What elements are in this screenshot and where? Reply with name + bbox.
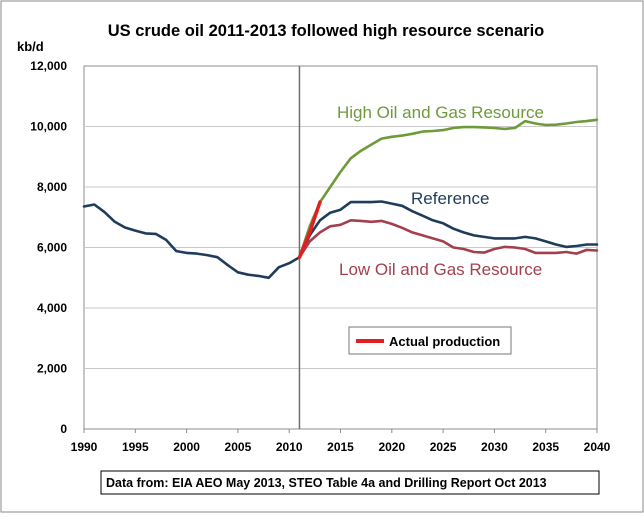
y-tick-label: 0 [60,422,67,436]
y-tick-label: 8,000 [37,180,67,194]
series-label-low: Low Oil and Gas Resource [339,260,542,279]
x-tick-label: 2005 [225,440,252,454]
source-box [100,470,600,495]
series-line-reference [298,200,599,259]
series-line-actual-production [297,200,322,259]
series-label-reference: Reference [411,189,489,208]
x-tick-labels: 1990 1995 2000 2005 2010 2015 2020 2025 2030 2035… [71,429,611,454]
chart-title: US crude oil 2011-2013 followed high res… [108,22,545,40]
y-tick-label: 2,000 [37,362,67,376]
x-tick-label: 1995 [122,440,149,454]
source-text: Data from: EIA AEO May 2013, STEO Table … [106,476,547,490]
series-line-high-oil-and-gas-resource [298,118,599,259]
x-tick-label: 2015 [327,440,354,454]
gridlines [84,126,597,369]
y-tick-label: 12,000 [30,59,67,73]
x-tick-label: 2020 [378,440,405,454]
y-axis-label: kb/d [17,39,44,54]
x-tick-label: 2010 [276,440,303,454]
series-lines [82,118,599,280]
y-tick-label: 4,000 [37,301,67,315]
x-tick-label: 2035 [532,440,559,454]
y-tick-labels: 0 2,000 4,000 6,000 8,000 10,000 12,000 [30,59,67,436]
y-tick-label: 10,000 [30,120,67,134]
x-tick-label: 2000 [173,440,200,454]
x-tick-label: 2030 [481,440,508,454]
source-note: Data from: EIA AEO May 2013, STEO Table … [100,470,600,495]
y-tick-label: 6,000 [37,241,67,255]
legend-label-actual-production: Actual production [389,334,500,349]
series-line-historical [82,203,301,280]
x-tick-label: 2040 [584,440,611,454]
series-line-low-oil-and-gas-resource [298,219,599,259]
legend: Actual production [348,326,512,355]
x-tick-label: 2025 [430,440,457,454]
x-tick-label: 1990 [71,440,98,454]
series-label-high: High Oil and Gas Resource [337,103,544,122]
